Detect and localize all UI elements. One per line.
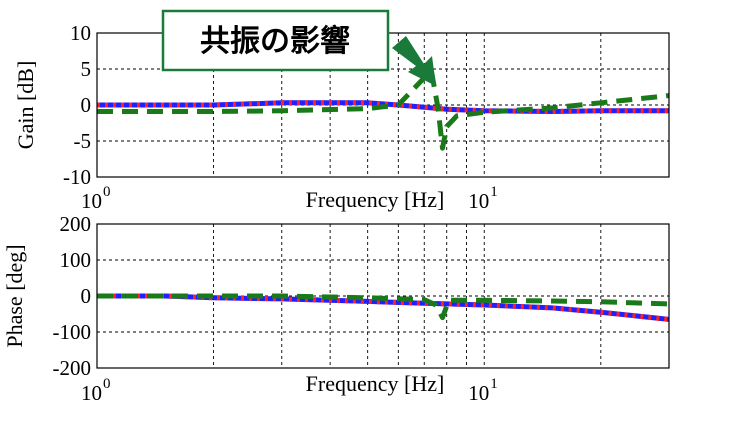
gain-xtick-exponent: 0 [103, 184, 111, 200]
phase-series-green-line [97, 293, 669, 321]
gain-series-green-line [97, 67, 669, 151]
phase-axes-frame [96, 223, 670, 369]
gain-ytick-label: 5 [81, 57, 92, 81]
callout-box [161, 9, 390, 72]
gain-ytick-label: -10 [63, 165, 91, 189]
callout-arrow [392, 36, 436, 86]
gain-xtick-label: 10 [81, 189, 102, 213]
gain-ytick-label: 10 [70, 21, 91, 45]
gain-xtick-exponent: 1 [490, 184, 498, 200]
phase-xtick-label: 10 [81, 381, 102, 405]
phase-xtick-label: 10 [468, 381, 489, 405]
resonance-callout: 共振の影響 [161, 9, 436, 86]
gain-ylabel: Gain [dB] [13, 61, 38, 150]
phase-ytick-label: -100 [53, 320, 92, 344]
gain-xtick-label: 10 [468, 189, 489, 213]
callout-text: 共振の影響 [200, 24, 350, 59]
gain-ytick-label: -5 [74, 129, 92, 153]
phase-xtick-exponent: 0 [103, 376, 111, 392]
phase-ytick-label: 100 [60, 248, 92, 272]
phase-ytick-label: -200 [53, 356, 92, 380]
phase-ylabel: Phase [deg] [2, 244, 27, 347]
gain-ytick-label: 0 [81, 93, 92, 117]
gain-xlabel: Frequency [Hz] [306, 187, 445, 212]
phase-ytick-label: 200 [60, 212, 92, 236]
phase-xlabel: Frequency [Hz] [306, 371, 445, 396]
gain-series-red-line [97, 100, 669, 114]
phase-xtick-exponent: 1 [490, 376, 498, 392]
phase-ytick-label: 0 [81, 284, 92, 308]
